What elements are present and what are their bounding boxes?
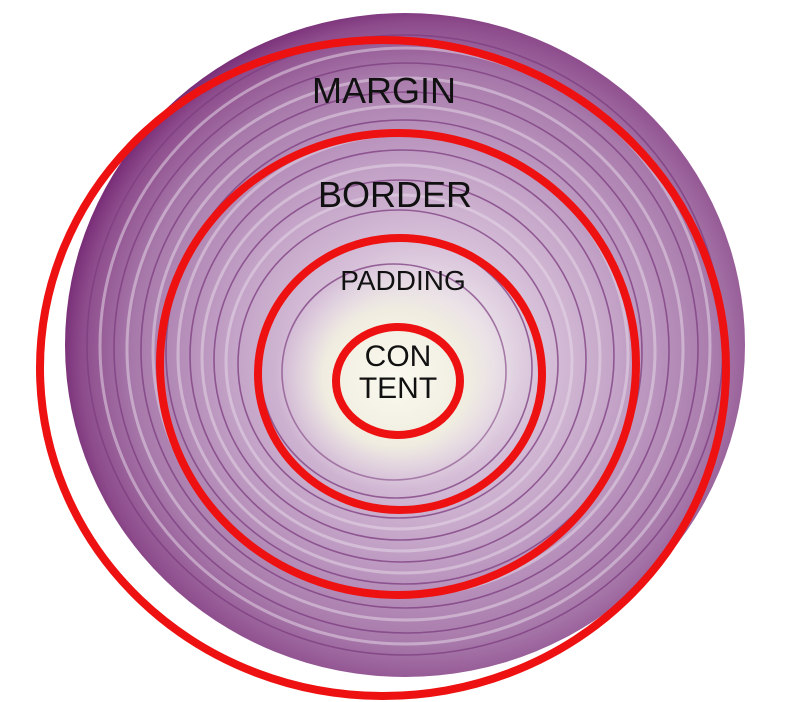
border-ring: [156, 129, 640, 599]
padding-ring: [254, 234, 546, 514]
content-ring: [332, 323, 464, 439]
content-label-line1: CON: [365, 340, 432, 373]
onion-core: [276, 266, 516, 490]
padding-label: PADDING: [340, 265, 466, 296]
box-model-rings: [36, 36, 730, 700]
margin-label: MARGIN: [312, 70, 456, 111]
onion-slice-image: [65, 13, 745, 677]
content-label-line2: TENT: [359, 372, 437, 405]
margin-ring: [36, 36, 730, 700]
border-label: BORDER: [318, 174, 472, 215]
